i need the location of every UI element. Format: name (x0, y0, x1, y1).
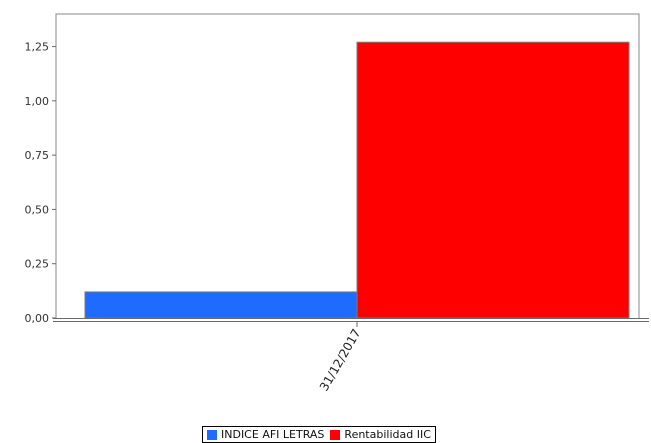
bar-indice-afi-letras (84, 291, 358, 319)
y-tick-label: 1,00 (25, 95, 50, 108)
legend-label: Rentabilidad IIC (344, 428, 431, 441)
legend-item-indice-afi-letras: INDICE AFI LETRAS (207, 428, 324, 441)
y-tick-label: 1,25 (25, 41, 50, 54)
bar-rentabilidad-iic (356, 41, 630, 319)
legend-swatch-red (330, 429, 341, 440)
legend: INDICE AFI LETRAS Rentabilidad IIC (202, 426, 436, 443)
y-tick-label: 0,50 (25, 203, 50, 216)
plot-border (55, 13, 640, 318)
plot-area: 0,00 0,25 0,50 0,75 1,00 1,25 31/12/2017 (25, 13, 649, 394)
y-tick-label: 0,00 (25, 312, 50, 325)
y-tick-label: 0,75 (25, 149, 50, 162)
x-tick-label: 31/12/2017 (317, 327, 364, 394)
y-tick-label: 0,25 (25, 258, 50, 271)
legend-item-rentabilidad-iic: Rentabilidad IIC (330, 428, 431, 441)
legend-label: INDICE AFI LETRAS (221, 428, 325, 441)
legend-swatch-blue (207, 429, 217, 440)
